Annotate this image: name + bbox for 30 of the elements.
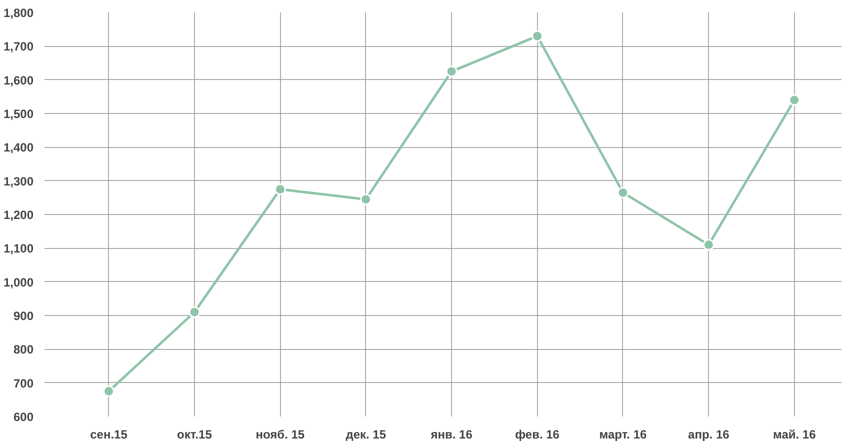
x-tick-label: май. 16 [772, 428, 816, 442]
y-tick-label: 800 [13, 342, 34, 357]
point [274, 184, 286, 195]
y-tick-label: 900 [13, 309, 34, 323]
point [788, 94, 800, 106]
y-tick-label: 1,300 [3, 174, 34, 188]
x-tick-label: март. 16 [599, 428, 647, 442]
x-tick-label: окт.15 [177, 428, 212, 442]
x-tick-label: апр. 16 [688, 428, 730, 442]
point [360, 194, 372, 206]
x-tick-label: сен.15 [90, 428, 128, 442]
point [103, 386, 115, 397]
x-tick-label: дек. 15 [346, 428, 386, 442]
x-tick-label: фев. 16 [515, 428, 560, 442]
y-tick-label: 1,800 [3, 6, 34, 20]
y-tick-label: 1,600 [3, 73, 34, 88]
point [617, 186, 629, 198]
y-tick-label: 1,000 [3, 275, 34, 290]
x-tick-label: нояб. 15 [256, 428, 305, 442]
point [188, 306, 200, 318]
y-tick-label: 1,100 [3, 242, 34, 256]
y-tick-label: 600 [13, 410, 34, 424]
point [702, 239, 714, 251]
y-tick-label: 1,700 [3, 40, 34, 54]
y-tick-label: 1,200 [3, 208, 34, 222]
x-tick-label: янв. 16 [430, 428, 473, 442]
y-tick-label: 1,500 [3, 107, 34, 121]
y-tick-label: 700 [13, 376, 34, 390]
y-tick-label: 1,400 [3, 140, 34, 155]
point [446, 66, 458, 78]
